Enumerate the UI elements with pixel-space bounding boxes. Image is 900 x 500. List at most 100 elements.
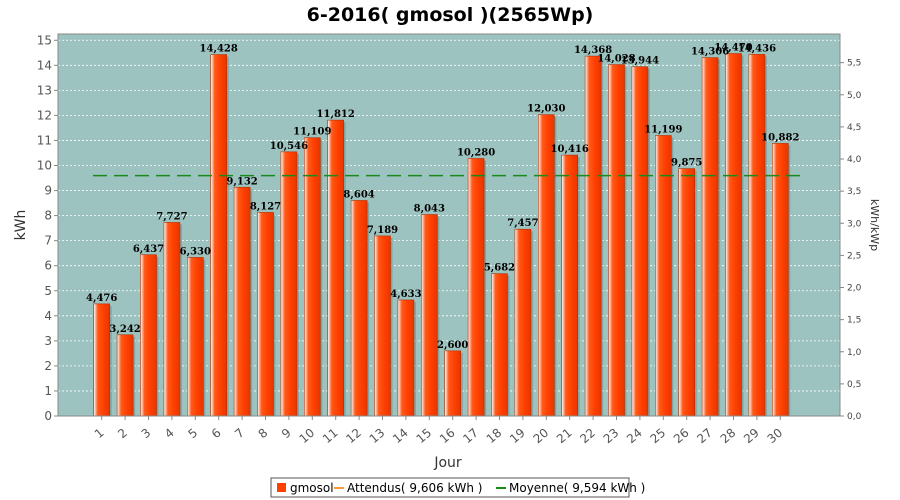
y-tick-label: 0 bbox=[44, 409, 52, 423]
value-label: 6,437 bbox=[133, 244, 164, 255]
legend-frame bbox=[270, 477, 630, 498]
bar-day-6 bbox=[210, 54, 227, 417]
value-label: 10,546 bbox=[270, 141, 308, 152]
bar-day-14 bbox=[397, 299, 415, 417]
value-label: 3,242 bbox=[109, 324, 140, 335]
value-label: 13,944 bbox=[621, 56, 659, 67]
legend-item-label: Moyenne( 9,594 kWh ) bbox=[509, 481, 645, 495]
y-tick-label: 11 bbox=[37, 133, 52, 147]
chart-title: 6-2016( gmosol )(2565Wp) bbox=[307, 4, 594, 26]
value-label: 7,727 bbox=[156, 211, 187, 222]
bar-day-22 bbox=[584, 55, 602, 417]
y-right-tick-label: 1,5 bbox=[847, 316, 861, 326]
y-tick-label: 2 bbox=[44, 359, 52, 373]
bar-day-19 bbox=[514, 228, 532, 417]
bar-day-2 bbox=[116, 334, 134, 417]
x-tick-label: 23 bbox=[601, 426, 622, 447]
x-tick-label: 9 bbox=[279, 426, 294, 442]
x-tick-label: 18 bbox=[484, 426, 505, 447]
x-tick-label: 12 bbox=[343, 426, 364, 447]
x-tick-label: 2 bbox=[115, 426, 130, 442]
bar-day-3 bbox=[140, 254, 157, 417]
value-label: 8,604 bbox=[343, 189, 374, 200]
value-label: 4,476 bbox=[86, 293, 117, 304]
x-tick-label: 20 bbox=[531, 426, 552, 447]
y-right-tick-label: 5,0 bbox=[847, 91, 862, 101]
bar-day-26 bbox=[678, 168, 696, 417]
value-label: 14,470 bbox=[714, 43, 752, 54]
bar-day-25 bbox=[654, 135, 672, 417]
value-label: 9,875 bbox=[671, 158, 702, 169]
y-right-tick-label: 1,0 bbox=[847, 348, 862, 358]
y-tick-label: 7 bbox=[44, 234, 52, 248]
y-right-tick-label: 2,0 bbox=[847, 284, 862, 294]
x-tick-label: 22 bbox=[577, 426, 598, 447]
value-label: 5,682 bbox=[484, 263, 515, 274]
bar-day-15 bbox=[420, 214, 438, 417]
value-label: 10,882 bbox=[761, 132, 799, 143]
value-label: 14,028 bbox=[597, 54, 635, 65]
y-tick-label: 13 bbox=[37, 83, 52, 97]
y-tick-label: 14 bbox=[37, 58, 52, 72]
y-tick-label: 3 bbox=[44, 334, 52, 348]
value-label: 14,306 bbox=[691, 47, 729, 58]
value-label: 11,199 bbox=[644, 124, 682, 135]
y-right-tick-label: 5,5 bbox=[847, 59, 861, 69]
x-tick-label: 25 bbox=[648, 426, 669, 447]
y-tick-label: 1 bbox=[44, 384, 52, 398]
x-tick-label: 6 bbox=[209, 426, 224, 442]
bar-day-27 bbox=[701, 57, 719, 417]
value-label: 7,189 bbox=[367, 225, 398, 236]
value-labels: 4,476 3,242 6,437 7,727 6,330 14,428 9,132 8,12… bbox=[86, 43, 799, 351]
x-tick-label: 3 bbox=[139, 426, 154, 442]
y-tick-label: 15 bbox=[37, 33, 52, 47]
y-tick-label: 5 bbox=[44, 284, 52, 298]
value-label: 8,043 bbox=[414, 204, 445, 215]
bar-day-11 bbox=[327, 119, 345, 417]
x-tick-label: 13 bbox=[367, 426, 388, 447]
x-axis-title: Jour bbox=[433, 455, 462, 471]
x-tick-label: 16 bbox=[437, 426, 458, 447]
y-tick-label: 8 bbox=[44, 209, 52, 223]
value-label: 12,030 bbox=[527, 104, 565, 115]
y-tick-label: 10 bbox=[37, 159, 52, 173]
x-tick-label: 26 bbox=[671, 426, 692, 447]
value-label: 6,330 bbox=[180, 246, 211, 257]
y-right-tick-label: 4,5 bbox=[847, 123, 861, 133]
bar-day-17 bbox=[467, 158, 485, 417]
bars-group bbox=[93, 53, 791, 417]
bar-day-20 bbox=[537, 114, 555, 417]
x-tick-label: 30 bbox=[765, 426, 786, 447]
bar-day-16 bbox=[444, 350, 462, 417]
x-tick-label: 7 bbox=[232, 426, 247, 442]
value-label: 8,127 bbox=[250, 201, 281, 212]
x-tick-label: 17 bbox=[460, 426, 481, 447]
bar-day-1 bbox=[93, 303, 110, 417]
y-tick-label: 12 bbox=[37, 108, 52, 122]
x-tick-label: 1 bbox=[92, 426, 107, 442]
x-tick-label: 8 bbox=[256, 426, 271, 442]
legend-swatch-gmosol bbox=[277, 483, 286, 492]
bar-day-9 bbox=[280, 151, 298, 417]
legend: gmosol Attendus( 9,606 kWh ) Moyenne( 9,59… bbox=[270, 477, 645, 498]
value-label: 10,416 bbox=[551, 144, 589, 155]
y-tick-label: 6 bbox=[44, 259, 52, 273]
y-right-tick-label: 0,5 bbox=[847, 380, 861, 390]
x-axis: 1 2 3 4 5 6 7 8 9 10 11 12 13 14 15 16 17 18 19 20 21 22 23 24 2… bbox=[58, 415, 840, 447]
y-right-tick-label: 3,0 bbox=[847, 219, 862, 229]
value-label: 7,457 bbox=[507, 218, 538, 229]
x-tick-label: 11 bbox=[320, 426, 341, 447]
bar-day-7 bbox=[233, 186, 251, 417]
value-label: 11,812 bbox=[317, 109, 355, 120]
x-tick-label: 28 bbox=[718, 426, 739, 447]
bar-day-29 bbox=[748, 54, 766, 417]
bar-day-23 bbox=[608, 64, 625, 417]
y-right-tick-label: 4,0 bbox=[847, 155, 862, 165]
legend-item-label: gmosol bbox=[290, 481, 334, 495]
bar-day-4 bbox=[163, 222, 181, 417]
value-label: 14,368 bbox=[574, 45, 612, 56]
bar-day-10 bbox=[303, 137, 321, 417]
bar-day-8 bbox=[257, 212, 274, 417]
